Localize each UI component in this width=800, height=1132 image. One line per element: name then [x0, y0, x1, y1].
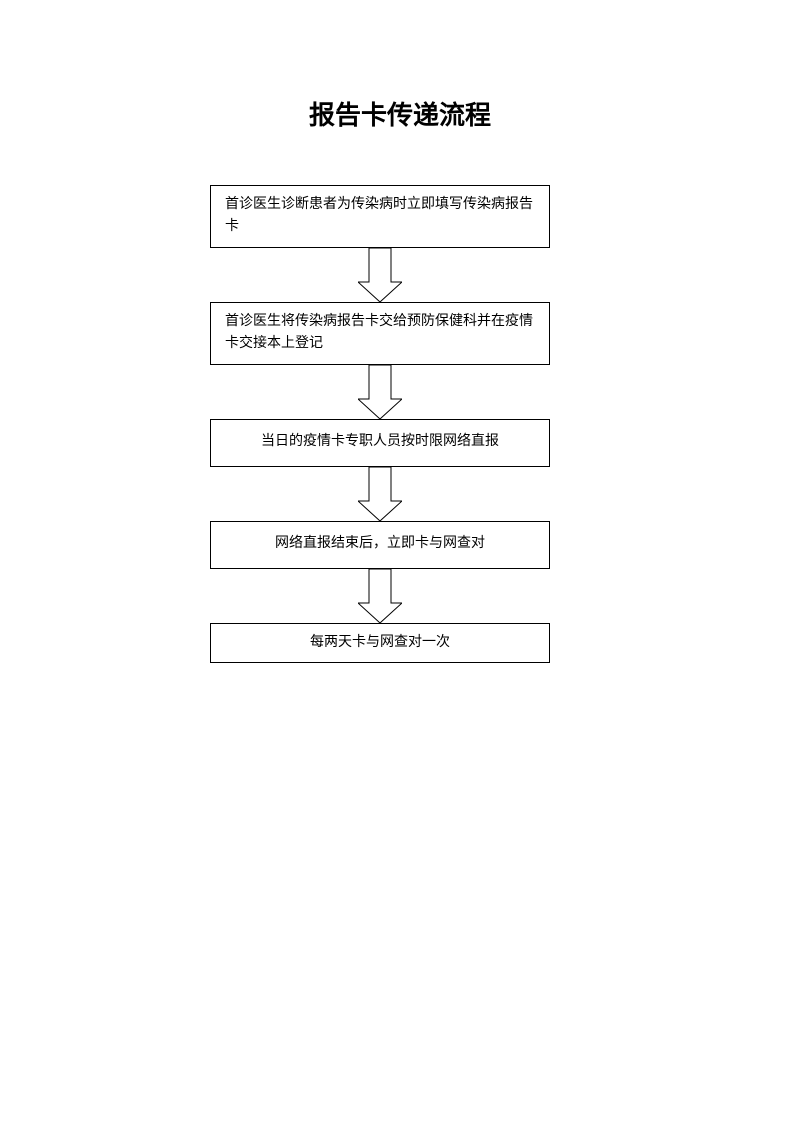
flow-step-label: 当日的疫情卡专职人员按时限网络直报	[261, 431, 499, 453]
flow-step-label: 网络直报结束后，立即卡与网查对	[275, 533, 485, 555]
flow-arrow-icon	[358, 569, 402, 623]
flow-step: 首诊医生将传染病报告卡交给预防保健科并在疫情卡交接本上登记	[210, 302, 550, 365]
flow-step-label: 首诊医生诊断患者为传染病时立即填写传染病报告卡	[225, 194, 535, 239]
flow-step-label: 首诊医生将传染病报告卡交给预防保健科并在疫情卡交接本上登记	[225, 311, 535, 356]
flow-step: 网络直报结束后，立即卡与网查对	[210, 521, 550, 569]
flow-step: 首诊医生诊断患者为传染病时立即填写传染病报告卡	[210, 185, 550, 248]
flowchart: 首诊医生诊断患者为传染病时立即填写传染病报告卡首诊医生将传染病报告卡交给预防保健…	[210, 185, 550, 663]
page-title: 报告卡传递流程	[0, 95, 800, 132]
flow-step: 当日的疫情卡专职人员按时限网络直报	[210, 419, 550, 467]
flow-arrow-icon	[358, 467, 402, 521]
flow-arrow-icon	[358, 248, 402, 302]
flow-step-label: 每两天卡与网查对一次	[310, 632, 450, 654]
flow-arrow-icon	[358, 365, 402, 419]
flow-step: 每两天卡与网查对一次	[210, 623, 550, 663]
